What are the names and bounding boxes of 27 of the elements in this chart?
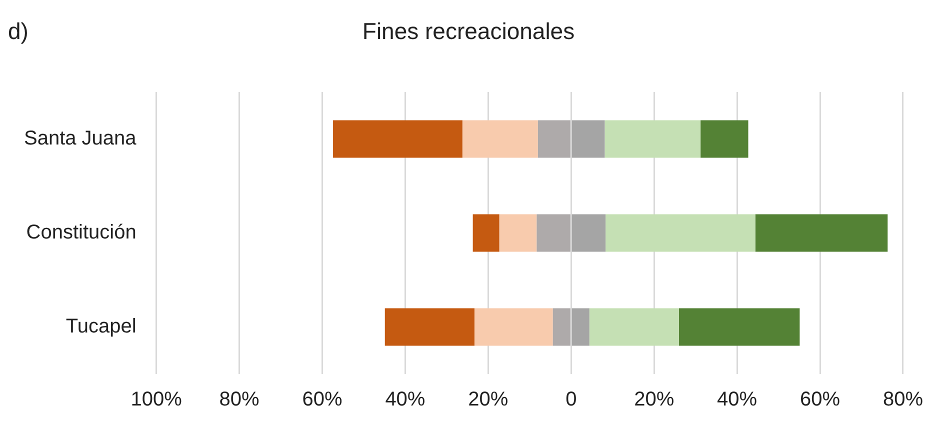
y-tick-label: Tucapel xyxy=(66,316,136,338)
x-tick-label: 20% xyxy=(468,388,508,411)
x-tick-label: 60% xyxy=(800,388,840,411)
bar xyxy=(384,308,474,346)
x-tick-label: 80% xyxy=(219,388,260,411)
chart-title: Fines recreacionales xyxy=(362,18,575,44)
bar xyxy=(755,214,888,252)
text: d) xyxy=(8,18,28,45)
bar xyxy=(604,120,701,158)
y-tick-label: Constitución xyxy=(26,222,136,244)
bar xyxy=(589,308,679,346)
x-tick-label: 40% xyxy=(385,388,426,411)
y-tick-label: Santa Juana xyxy=(24,128,138,150)
x-tick-label: 60% xyxy=(302,388,342,411)
bar xyxy=(678,308,800,346)
bar xyxy=(462,120,538,158)
bar xyxy=(472,214,500,252)
x-tick-label: 0 xyxy=(566,388,577,411)
x-tick-label: 40% xyxy=(717,388,758,411)
x-tick-label: 80% xyxy=(882,388,924,411)
bar xyxy=(700,120,748,158)
bar xyxy=(499,214,537,252)
bar xyxy=(333,120,462,158)
x-tick-label: 100% xyxy=(130,388,182,411)
bar xyxy=(606,214,756,252)
bar xyxy=(474,308,553,346)
x-tick-label: 20% xyxy=(634,388,674,411)
